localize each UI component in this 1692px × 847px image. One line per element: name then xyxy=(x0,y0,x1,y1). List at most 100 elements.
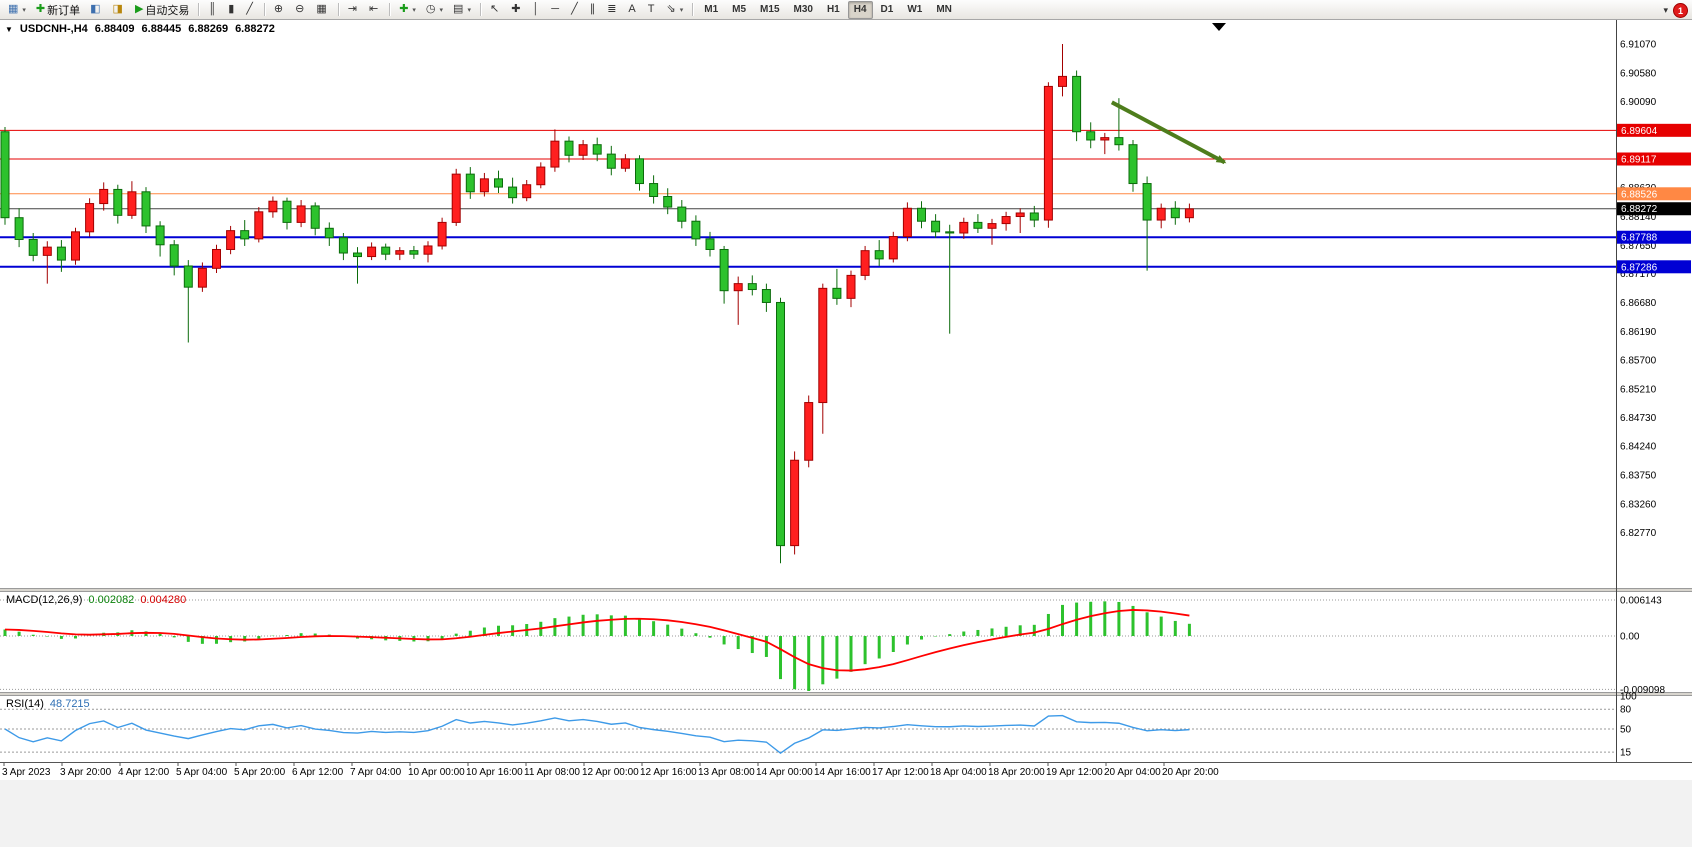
timeframe-w1-button[interactable]: W1 xyxy=(907,4,923,15)
bear-candle xyxy=(56,246,66,261)
bull-candle xyxy=(902,207,912,238)
time-axis-label: 5 Apr 04:00 xyxy=(176,767,228,778)
indicators-button[interactable]: ✚ ▾ xyxy=(395,1,420,19)
timeframe-h1-button[interactable]: H1 xyxy=(826,4,840,15)
time-axis-label: 11 Apr 08:00 xyxy=(524,767,580,778)
chart-symbol-period: USDCNH-,H4 xyxy=(19,23,88,35)
autotrading-button[interactable]: ▶ 自动交易 xyxy=(131,1,193,19)
bear-candle xyxy=(1086,131,1096,141)
bear-candle xyxy=(310,205,320,229)
autotrading-icon: ▶ xyxy=(134,3,144,15)
bear-candle xyxy=(508,186,518,199)
ohlc-open: 6.88409 xyxy=(94,23,135,35)
trend-annotation-arrow[interactable] xyxy=(1110,100,1227,165)
chart-header: ▼ USDCNH-,H4 6.88409 6.88445 6.88269 6.8… xyxy=(5,23,275,35)
time-axis-label: 10 Apr 00:00 xyxy=(408,767,465,778)
bear-candle xyxy=(169,244,179,267)
bear-candle xyxy=(1142,183,1152,221)
bull-candle xyxy=(1184,208,1194,219)
time-axis[interactable]: 3 Apr 2023 3 Apr 20:00 4 Apr 12:00 5 Apr 04… xyxy=(0,762,1692,778)
bull-candle xyxy=(1100,137,1110,141)
chart-menu-marker-icon[interactable]: ▼ xyxy=(5,25,13,34)
toolbar-separator xyxy=(337,3,339,16)
dropdown-caret-icon: ▾ xyxy=(22,6,26,14)
candlestick-icon: ▮ xyxy=(228,3,235,15)
timeframe-m30-button[interactable]: M30 xyxy=(793,4,813,15)
timeframe-mn-button[interactable]: MN xyxy=(936,4,952,15)
panel-separator[interactable] xyxy=(0,588,1692,592)
periods-button[interactable]: ◷ ▾ xyxy=(422,1,447,19)
macd-axis-label: -0.009098 xyxy=(1620,685,1665,696)
toolbar-separator xyxy=(479,3,481,16)
zoom-out-button[interactable]: ⊖ xyxy=(291,1,310,19)
bar-chart-icon: ║ xyxy=(208,3,217,15)
bear-candle xyxy=(945,231,955,234)
bull-candle xyxy=(423,245,433,255)
bear-candle xyxy=(635,158,644,185)
horizontal-line-button[interactable]: ─ xyxy=(547,1,565,19)
price-tag-box xyxy=(1617,152,1691,166)
bull-candle xyxy=(1058,75,1067,87)
bear-candle xyxy=(874,250,884,260)
crosshair-icon: ✚ xyxy=(511,3,521,15)
bear-candle xyxy=(592,144,602,155)
chart-window: 6.910706.905806.900906.896006.891106.886… xyxy=(0,20,1692,847)
timeframe-m1-button[interactable]: M1 xyxy=(704,4,719,15)
indicators-icon: ✚ xyxy=(399,3,409,15)
timeframe-h4-button[interactable]: H4 xyxy=(847,0,873,19)
price-tag-box xyxy=(1617,187,1691,201)
price-axis-label: 6.86680 xyxy=(1620,298,1657,309)
bear-candle xyxy=(747,283,757,291)
templates-button[interactable]: ▤ ▾ xyxy=(449,1,475,19)
line-chart-button[interactable]: ╱ xyxy=(242,1,259,19)
candlestick-chart-button[interactable]: ▮ xyxy=(224,1,240,19)
zoom-in-button[interactable]: ⊕ xyxy=(270,1,289,19)
rsi-panel: 100 80 50 15 xyxy=(0,692,1637,759)
bull-candle xyxy=(959,221,969,234)
market-watch-button[interactable]: ◧ xyxy=(86,1,106,19)
toolbar-right: ▾ 1 xyxy=(1663,3,1688,18)
timeframe-m5-button[interactable]: M5 xyxy=(732,4,747,15)
price-tag-box xyxy=(1617,202,1691,216)
chart-shift-button[interactable]: ⇤ xyxy=(365,1,384,19)
navigator-button[interactable]: ◨ xyxy=(109,1,129,19)
timeframe-d1-button[interactable]: D1 xyxy=(880,4,894,15)
bull-candle xyxy=(846,274,856,299)
price-axis-label: 6.91070 xyxy=(1620,40,1657,51)
bull-candle xyxy=(578,144,588,156)
fibonacci-button[interactable]: ≣ xyxy=(603,1,622,19)
timeframe-m15-button[interactable]: M15 xyxy=(760,4,780,15)
bar-chart-button[interactable]: ║ xyxy=(204,1,222,19)
price-axis-label: 6.83750 xyxy=(1620,470,1657,481)
new-order-button[interactable]: ✚ 新订单 xyxy=(32,1,84,19)
channel-button[interactable]: ∥ xyxy=(586,1,602,19)
text-label-icon: T xyxy=(647,3,655,15)
time-axis-label: 14 Apr 00:00 xyxy=(756,767,813,778)
notification-badge[interactable]: 1 xyxy=(1673,3,1688,18)
text-button[interactable]: A xyxy=(624,1,641,19)
trendline-button[interactable]: ╱ xyxy=(567,1,584,19)
price-axis-label: 6.83260 xyxy=(1620,499,1657,510)
bull-candle xyxy=(1043,85,1053,221)
rsi-axis-label: 15 xyxy=(1620,748,1632,759)
panel-separator[interactable] xyxy=(0,692,1692,696)
new-chart-button[interactable]: ▦ ▾ xyxy=(4,1,30,19)
vertical-line-button[interactable]: │ xyxy=(528,1,545,19)
horizontal-line-icon: ─ xyxy=(551,3,560,15)
auto-scroll-button[interactable]: ⇥ xyxy=(344,1,363,19)
tile-windows-button[interactable]: ▦ xyxy=(312,1,332,19)
text-label-button[interactable]: T xyxy=(644,1,661,19)
crosshair-button[interactable]: ✚ xyxy=(507,1,526,19)
toolbar-separator xyxy=(198,3,200,16)
chart-shift-marker-icon[interactable] xyxy=(1212,23,1226,31)
price-axis[interactable]: 6.910706.905806.900906.896006.891106.886… xyxy=(1617,40,1691,540)
cursor-button[interactable]: ↖ xyxy=(486,1,505,19)
chart-canvas[interactable]: 6.910706.905806.900906.896006.891106.886… xyxy=(0,20,1692,847)
bear-candle xyxy=(155,225,165,246)
bull-candle xyxy=(42,246,52,256)
toolbar-overflow-caret-icon[interactable]: ▾ xyxy=(1663,5,1668,15)
vertical-line-icon: │ xyxy=(532,3,540,15)
arrows-button[interactable]: ⇘ ▾ xyxy=(663,1,688,19)
time-axis-label: 12 Apr 16:00 xyxy=(640,767,697,778)
trendline-icon: ╱ xyxy=(571,3,578,15)
